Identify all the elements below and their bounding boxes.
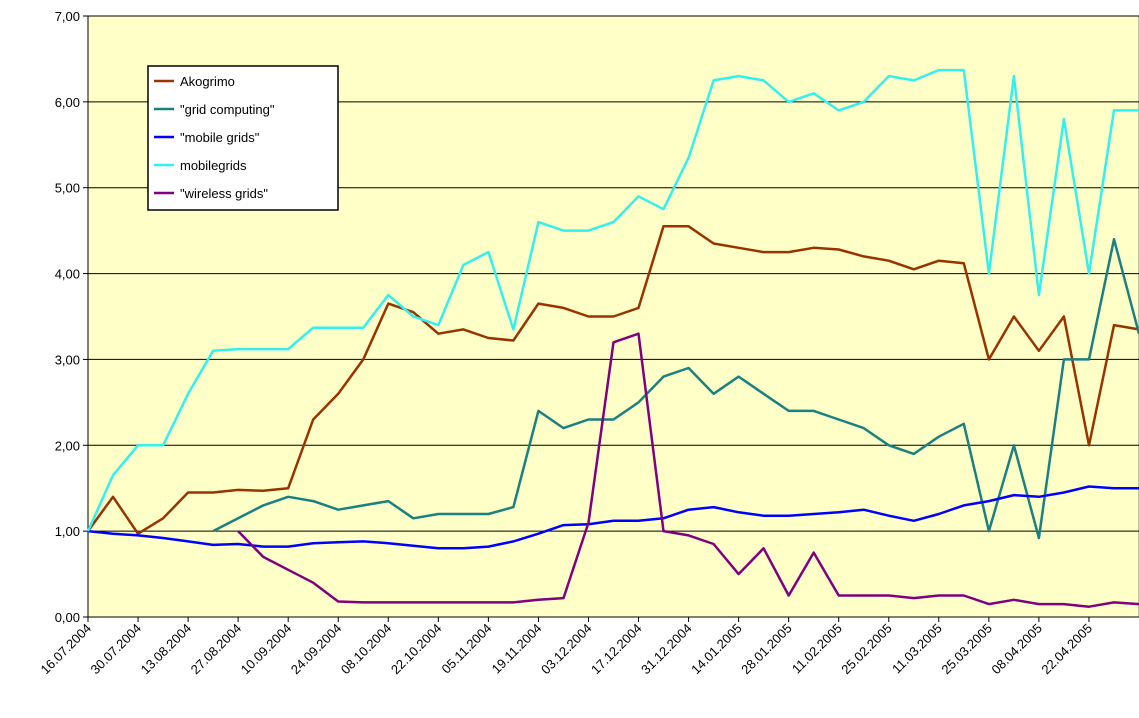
legend-label: Akogrimo bbox=[180, 74, 235, 89]
y-tick-label: 4,00 bbox=[55, 267, 80, 282]
legend-box bbox=[147, 65, 339, 211]
y-tick-label: 1,00 bbox=[55, 524, 80, 539]
x-tick-label: 13.08.2004 bbox=[138, 621, 195, 678]
series-line bbox=[86, 225, 1139, 535]
x-tick-label: 25.02.2005 bbox=[838, 621, 895, 678]
x-tick-label: 31.12.2004 bbox=[638, 621, 695, 678]
x-tick-label: 14.01.2005 bbox=[688, 621, 745, 678]
legend-label: "mobile grids" bbox=[180, 130, 260, 145]
x-tick-label: 03.12.2004 bbox=[538, 621, 595, 678]
legend: Akogrimo "grid computing" "mobile grids" mo… bbox=[147, 65, 339, 211]
series-line bbox=[237, 332, 1139, 608]
x-tick-label: 22.04.2005 bbox=[1038, 621, 1095, 678]
x-tick-label: 10.09.2004 bbox=[238, 621, 295, 678]
series-line bbox=[86, 68, 1139, 532]
legend-label: "grid computing" bbox=[180, 102, 275, 117]
y-tick-label: 7,00 bbox=[55, 9, 80, 24]
x-tick-label: 16.07.2004 bbox=[37, 621, 94, 678]
x-tick-label: 08.04.2005 bbox=[988, 621, 1045, 678]
series-line bbox=[87, 485, 1139, 550]
series-line bbox=[212, 237, 1139, 540]
x-tick-label: 30.07.2004 bbox=[88, 621, 145, 678]
legend-label: "wireless grids" bbox=[180, 186, 268, 201]
x-tick-label: 19.11.2004 bbox=[489, 621, 545, 677]
x-tick-label: 25.03.2005 bbox=[938, 621, 995, 678]
x-tick-label: 28.01.2005 bbox=[738, 621, 795, 678]
x-tick-label: 22.10.2004 bbox=[388, 621, 445, 678]
x-tick-label: 05.11.2004 bbox=[439, 621, 495, 677]
y-tick-label: 3,00 bbox=[55, 352, 80, 367]
legend-label: mobilegrids bbox=[180, 158, 247, 173]
x-tick-label: 17.12.2004 bbox=[588, 621, 645, 678]
x-tick-label: 11.03.2005 bbox=[889, 621, 945, 677]
y-tick-label: 6,00 bbox=[55, 95, 80, 110]
x-tick-label: 08.10.2004 bbox=[338, 621, 395, 678]
x-tick-label: 11.02.2005 bbox=[789, 621, 845, 677]
y-tick-label: 2,00 bbox=[55, 438, 80, 453]
y-tick-label: 5,00 bbox=[55, 181, 80, 196]
x-tick-label: 24.09.2004 bbox=[288, 621, 345, 678]
y-tick-label: 0,00 bbox=[55, 610, 80, 625]
x-tick-label: 27.08.2004 bbox=[188, 621, 245, 678]
